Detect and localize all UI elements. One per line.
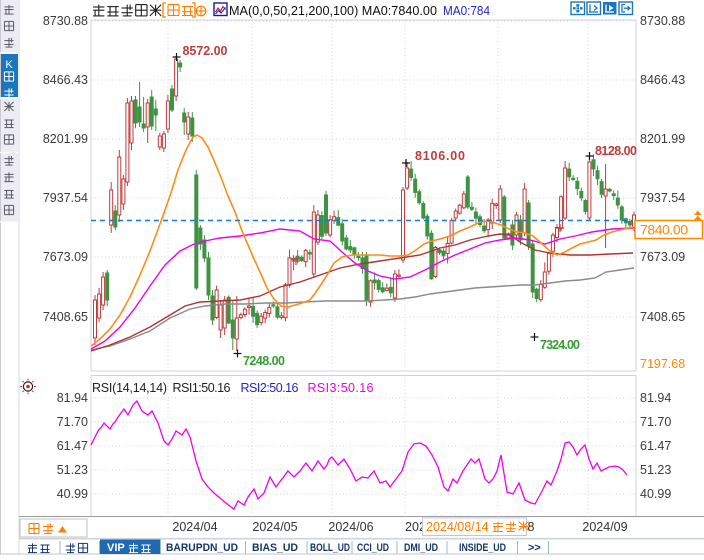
svg-text:CCI_UD: CCI_UD	[357, 542, 389, 554]
svg-text:BARUPDN_UD: BARUPDN_UD	[166, 542, 238, 554]
svg-text:8730.88: 8730.88	[640, 14, 685, 28]
svg-text:61.47: 61.47	[640, 439, 671, 453]
svg-text:2024/04: 2024/04	[172, 520, 217, 534]
svg-text:VIP: VIP	[107, 542, 125, 554]
svg-text:81.94: 81.94	[57, 391, 88, 405]
svg-text:RSI(14,14,14): RSI(14,14,14)	[92, 381, 167, 395]
svg-text:61.47: 61.47	[57, 439, 88, 453]
svg-text:DMI_UD: DMI_UD	[404, 542, 438, 554]
svg-text:71.70: 71.70	[640, 415, 671, 429]
svg-text:8466.43: 8466.43	[43, 73, 88, 87]
svg-text:40.99: 40.99	[57, 487, 88, 501]
svg-text:2024/09: 2024/09	[582, 520, 627, 534]
svg-text:7937.54: 7937.54	[43, 191, 88, 205]
svg-text:8466.43: 8466.43	[640, 73, 685, 87]
svg-text:7673.09: 7673.09	[640, 250, 685, 264]
svg-text:K: K	[5, 59, 13, 71]
svg-text:7408.65: 7408.65	[43, 310, 88, 324]
svg-text:8572.00: 8572.00	[183, 44, 228, 58]
svg-text:MA(0,0,50,21,200,100) MA0:7840: MA(0,0,50,21,200,100) MA0:7840.00	[229, 3, 437, 18]
svg-text:51.23: 51.23	[640, 463, 671, 477]
svg-text:RSI2:50.16: RSI2:50.16	[241, 381, 299, 395]
svg-text:2024/08/14: 2024/08/14	[426, 520, 489, 534]
svg-text:81.94: 81.94	[640, 391, 671, 405]
svg-text:7248.00: 7248.00	[243, 354, 285, 368]
svg-text:>>: >>	[528, 542, 541, 554]
svg-text:7840.00: 7840.00	[640, 222, 688, 238]
svg-text:MA0:784: MA0:784	[443, 3, 490, 18]
svg-text:2024/06: 2024/06	[328, 520, 373, 534]
svg-text:BOLL_UD: BOLL_UD	[310, 542, 350, 554]
svg-text:7324.00: 7324.00	[540, 338, 580, 352]
svg-text:7937.54: 7937.54	[640, 191, 685, 205]
svg-text:40.99: 40.99	[640, 487, 671, 501]
svg-text:8128.00: 8128.00	[595, 144, 637, 158]
svg-text:8730.88: 8730.88	[43, 14, 88, 28]
svg-text:8106.00: 8106.00	[415, 149, 465, 163]
svg-text:2024/05: 2024/05	[252, 520, 297, 534]
svg-text:51.23: 51.23	[57, 463, 88, 477]
svg-text:BIAS_UD: BIAS_UD	[252, 542, 298, 554]
svg-text:71.70: 71.70	[57, 415, 88, 429]
svg-text:7408.65: 7408.65	[640, 310, 685, 324]
svg-text:RSI1:50.16: RSI1:50.16	[173, 381, 231, 395]
svg-text:8201.99: 8201.99	[640, 132, 685, 146]
svg-text:INSIDE_UD: INSIDE_UD	[459, 542, 506, 554]
svg-text:8: 8	[528, 520, 535, 534]
svg-text:202: 202	[405, 520, 426, 534]
svg-text:RSI3:50.16: RSI3:50.16	[308, 381, 374, 395]
svg-text:8201.99: 8201.99	[43, 132, 88, 146]
svg-text:7673.09: 7673.09	[43, 250, 88, 264]
svg-text:7197.68: 7197.68	[640, 357, 685, 371]
